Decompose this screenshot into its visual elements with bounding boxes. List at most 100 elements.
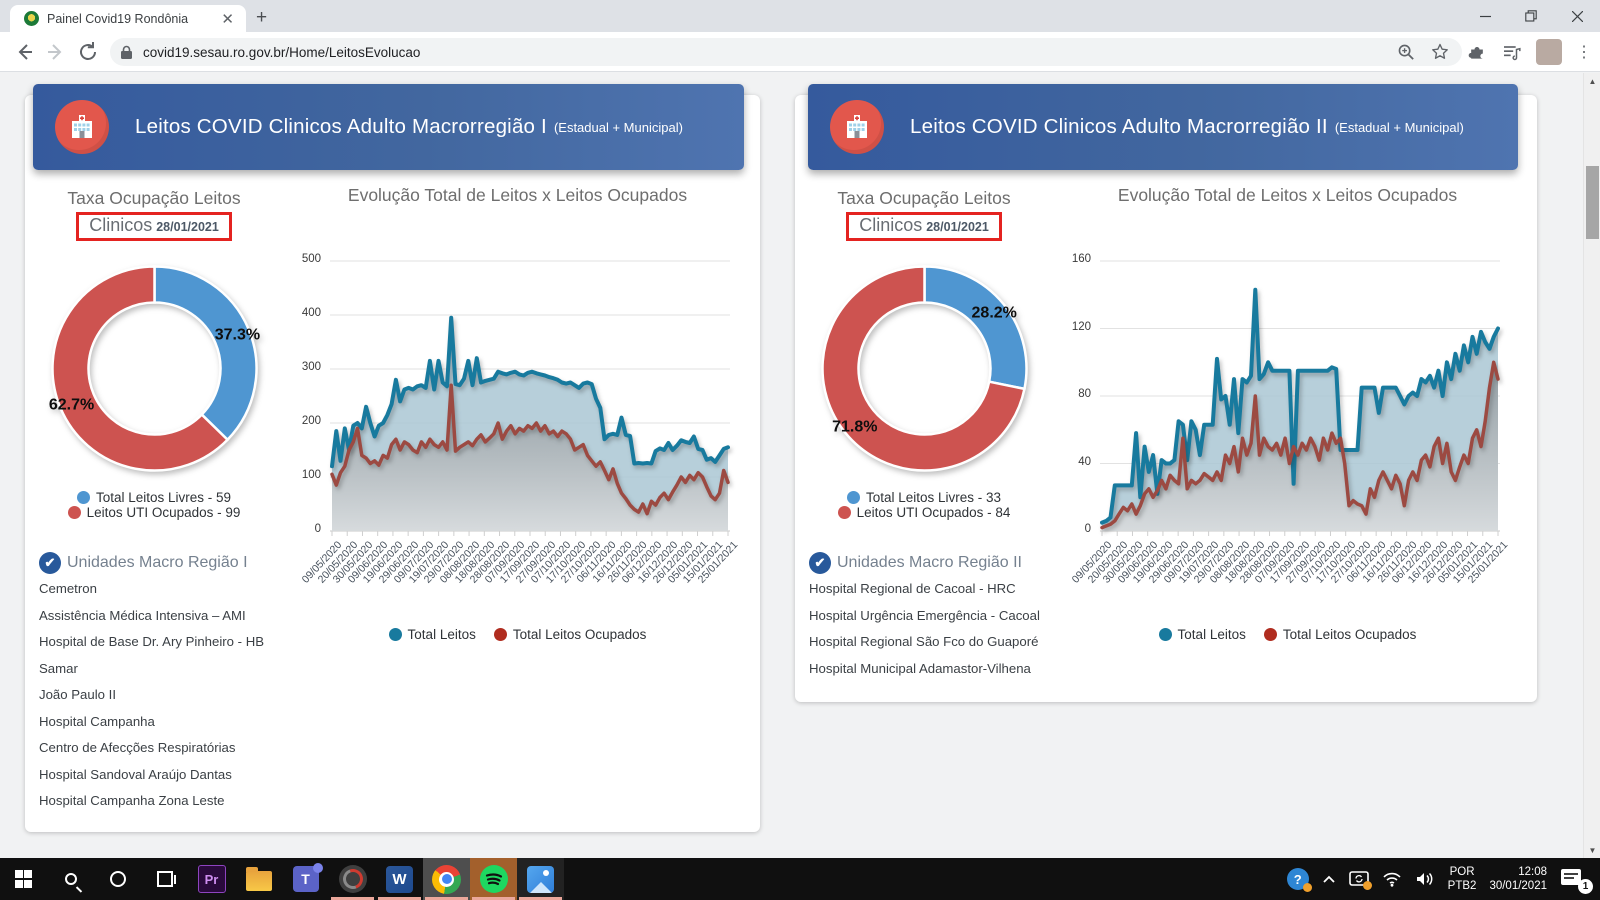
legend-dot-blue xyxy=(846,491,860,504)
evolution-chart-block-1: Evolução Total de Leitos x Leitos Ocupad… xyxy=(275,185,760,642)
panel-1-subtitle: (Estadual + Municipal) xyxy=(553,119,683,135)
donut-date: 28/01/2021 xyxy=(156,220,219,234)
system-tray: ? POR PTB2 12:08 30/01/2021 xyxy=(1286,858,1600,900)
window-titlebar: Painel Covid19 Rondônia ✕ + xyxy=(0,0,1600,32)
scroll-down-icon[interactable]: ▼ xyxy=(1588,845,1597,855)
legend-label: Total Leitos Ocupados xyxy=(512,627,647,642)
media-controls-icon[interactable] xyxy=(1501,42,1522,62)
donut-date: 28/01/2021 xyxy=(926,220,989,234)
minimize-button[interactable] xyxy=(1462,0,1508,32)
donut-percent-label: 62.7% xyxy=(48,396,93,413)
list-item[interactable]: João Paulo II xyxy=(39,687,116,702)
spotify-icon[interactable] xyxy=(470,858,517,900)
scroll-up-icon[interactable]: ▲ xyxy=(1588,76,1597,86)
check-circle-icon[interactable]: ✔ xyxy=(39,552,61,574)
legend-dot-teal xyxy=(1158,628,1172,641)
language-indicator[interactable]: POR PTB2 xyxy=(1447,866,1477,892)
clock[interactable]: 12:08 30/01/2021 xyxy=(1489,866,1547,892)
site-favicon-icon xyxy=(24,11,39,26)
list-item[interactable]: Hospital de Base Dr. Ary Pinheiro - HB xyxy=(39,634,265,649)
legend-label: Total Leitos Ocupados xyxy=(1282,627,1417,642)
help-tray-icon[interactable]: ? xyxy=(1286,868,1312,892)
donut-chart-2[interactable]: 28.2% 71.8% xyxy=(807,251,1042,486)
evolution-legend: Total Leitos Total Leitos Ocupados xyxy=(1045,627,1530,642)
donut-subtitle: Clinicos xyxy=(859,215,923,235)
extensions-puzzle-icon[interactable] xyxy=(1467,42,1487,62)
evolution-legend: Total Leitos Total Leitos Ocupados xyxy=(275,627,760,642)
forward-button[interactable] xyxy=(44,40,68,64)
y-tick-label: 100 xyxy=(301,469,321,481)
donut-chart-1[interactable]: 37.3% 62.7% xyxy=(37,251,272,486)
photos-icon[interactable] xyxy=(517,858,564,900)
close-window-button[interactable] xyxy=(1554,0,1600,32)
donut-percent-label: 37.3% xyxy=(214,327,259,344)
tab-close-icon[interactable]: ✕ xyxy=(221,10,234,28)
cortana-icon[interactable] xyxy=(94,858,141,900)
browser-tab[interactable]: Painel Covid19 Rondônia ✕ xyxy=(10,5,246,32)
check-circle-icon[interactable]: ✔ xyxy=(809,552,831,574)
hospital-icon xyxy=(55,100,109,154)
list-item[interactable]: Centro de Afecções Respiratórias xyxy=(39,740,236,755)
wifi-icon[interactable] xyxy=(1382,871,1402,887)
evolution-title: Evolução Total de Leitos x Leitos Ocupad… xyxy=(1117,185,1458,205)
tray-chevron-icon[interactable] xyxy=(1322,874,1336,884)
volume-icon[interactable] xyxy=(1415,871,1435,887)
task-view-icon[interactable] xyxy=(141,858,188,900)
donut-legend-2: Total Leitos Livres - 33 Leitos UTI Ocup… xyxy=(805,490,1043,520)
list-item[interactable]: Hospital Campanha Zona Leste xyxy=(39,793,225,808)
evolution-chart-block-2: Evolução Total de Leitos x Leitos Ocupad… xyxy=(1045,185,1530,642)
panel-2-subtitle: (Estadual + Municipal) xyxy=(1334,119,1464,135)
list-item[interactable]: Cemetron xyxy=(39,581,97,596)
y-tick-label: 0 xyxy=(1084,523,1091,535)
evolution-title: Evolução Total de Leitos x Leitos Ocupad… xyxy=(347,185,688,205)
list-item[interactable]: Hospital Regional São Fco do Guaporé xyxy=(809,634,1039,649)
file-explorer-icon[interactable] xyxy=(235,858,282,900)
zoom-icon[interactable] xyxy=(1397,43,1416,62)
capture-app-icon[interactable] xyxy=(329,858,376,900)
list-item[interactable]: Hospital Municipal Adamastor-Vilhena xyxy=(809,660,1031,676)
x-axis-labels: 09/05/2020 20/05/2020 30/05/2020 09/06/2020… xyxy=(300,537,741,607)
browser-menu-icon[interactable]: ⋮ xyxy=(1576,44,1592,61)
list-item[interactable]: Samar xyxy=(39,660,78,676)
units-list-1: ✔ Unidades Macro Região I Cemetron Assis… xyxy=(39,550,264,815)
evolution-plot[interactable] xyxy=(1100,243,1500,543)
panel-1-title: Leitos COVID Clinicos Adulto Macrorregiã… xyxy=(135,115,547,138)
y-tick-label: 0 xyxy=(314,523,321,535)
url-bar[interactable]: covid19.sesau.ro.gov.br/Home/LeitosEvolu… xyxy=(110,38,1462,66)
list-item[interactable]: Hospital Regional de Cacoal - HRC xyxy=(809,581,1016,596)
donut-subtitle: Clinicos xyxy=(89,215,153,235)
list-item[interactable]: Assistência Médica Intensiva – AMI xyxy=(39,607,246,623)
donut-legend-1: Total Leitos Livres - 59 Leitos UTI Ocup… xyxy=(35,490,273,520)
notification-center-icon[interactable]: 1 xyxy=(1560,868,1593,894)
panel-macrorregiao-1: Leitos COVID Clinicos Adulto Macrorregiã… xyxy=(25,84,760,832)
panel-1-header: Leitos COVID Clinicos Adulto Macrorregiã… xyxy=(33,84,744,170)
url-text[interactable]: covid19.sesau.ro.gov.br/Home/LeitosEvolu… xyxy=(143,44,421,60)
y-tick-label: 500 xyxy=(301,253,321,265)
taskbar-search-icon[interactable] xyxy=(47,858,94,900)
list-item[interactable]: Hospital Campanha xyxy=(39,713,155,729)
legend-dot-blue xyxy=(76,491,90,504)
legend-dot-red xyxy=(67,506,81,519)
teams-icon[interactable]: T xyxy=(282,858,329,900)
list-item[interactable]: Hospital Sandoval Araújo Dantas xyxy=(39,766,232,782)
new-tab-button[interactable]: + xyxy=(256,7,268,28)
donut-percent-label: 71.8% xyxy=(832,418,877,435)
scrollbar-thumb[interactable] xyxy=(1586,166,1599,239)
premiere-icon[interactable]: Pr xyxy=(188,858,235,900)
chrome-icon[interactable] xyxy=(423,858,470,900)
legend-dot-red xyxy=(837,506,851,519)
page-scrollbar[interactable]: ▲ ▼ xyxy=(1583,73,1600,858)
word-icon[interactable]: W xyxy=(376,858,423,900)
evolution-plot[interactable] xyxy=(330,243,730,543)
start-button[interactable] xyxy=(0,858,47,900)
list-item[interactable]: Hospital Urgência Emergência - Cacoal xyxy=(809,607,1040,623)
lock-icon xyxy=(121,45,132,59)
restore-button[interactable] xyxy=(1508,0,1554,32)
back-button[interactable] xyxy=(12,40,36,64)
legend-dot-darkred xyxy=(493,628,507,641)
bookmark-star-icon[interactable] xyxy=(1430,42,1450,62)
profile-avatar[interactable] xyxy=(1536,39,1562,65)
display-sync-icon[interactable] xyxy=(1348,870,1372,890)
reload-button[interactable] xyxy=(76,40,100,64)
donut-title: Taxa Ocupação Leitos xyxy=(837,188,1011,208)
